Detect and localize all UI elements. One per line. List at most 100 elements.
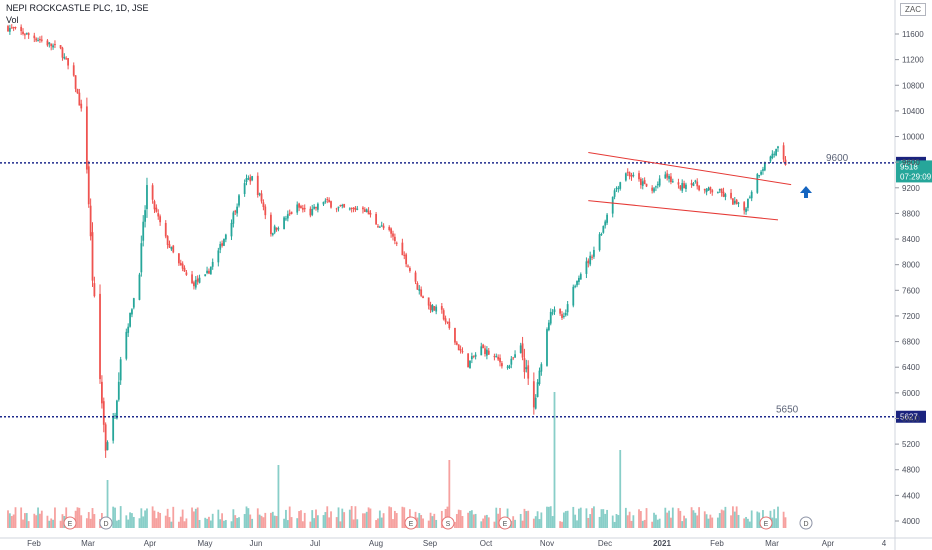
candle-body xyxy=(771,153,774,158)
event-marker: E xyxy=(404,516,418,530)
annotation-9600: 9600 xyxy=(826,153,849,164)
up-arrow-icon xyxy=(800,186,812,198)
candle-body xyxy=(617,187,620,189)
x-tick-label: Aug xyxy=(369,539,383,548)
x-tick-label: Mar xyxy=(765,539,779,548)
volume-bar xyxy=(459,510,462,528)
candle-body xyxy=(116,400,118,419)
candle-body xyxy=(245,177,248,182)
volume-bar xyxy=(572,506,575,528)
candle-body xyxy=(733,200,736,204)
volume-bar xyxy=(157,511,160,528)
volume-bar xyxy=(681,521,684,528)
candle-body xyxy=(8,28,11,32)
volume-bar xyxy=(775,518,778,528)
candle-body xyxy=(63,56,66,59)
candle-body xyxy=(102,401,105,425)
candle-body xyxy=(493,356,496,358)
candle-body xyxy=(611,196,614,214)
candle-body xyxy=(230,222,233,237)
volume-bar xyxy=(140,508,143,528)
candle-body xyxy=(39,38,41,41)
candle-body xyxy=(538,370,541,384)
volume-bar xyxy=(247,508,250,528)
volume-bar xyxy=(166,508,169,528)
volume-bar xyxy=(93,514,96,528)
candle-body xyxy=(194,279,197,288)
candle-body xyxy=(519,345,522,354)
candle-body xyxy=(127,326,130,333)
currency-badge[interactable]: ZAC xyxy=(900,3,926,16)
candle-body xyxy=(683,183,685,189)
volume-bar xyxy=(258,514,261,528)
x-tick-label: Oct xyxy=(480,539,493,548)
candle-body xyxy=(146,185,148,210)
volume-bar xyxy=(343,512,346,528)
volume-bar xyxy=(497,513,500,528)
y-tick-label: 6000 xyxy=(902,389,920,398)
candle-body xyxy=(553,309,556,313)
volume-bar xyxy=(651,521,654,528)
volume-bar xyxy=(362,513,364,528)
volume-bar xyxy=(514,519,516,528)
y-tick-label: 9200 xyxy=(902,184,920,193)
volume-bar xyxy=(527,510,530,528)
candle-body xyxy=(655,186,657,188)
candle-body xyxy=(142,221,145,241)
candle-body xyxy=(14,27,17,29)
candle-body xyxy=(298,203,300,208)
event-marker-label: E xyxy=(409,521,414,528)
candle-body xyxy=(732,198,734,205)
candle-body xyxy=(679,185,682,190)
volume-bar xyxy=(485,514,488,528)
candle-body xyxy=(703,188,706,191)
volume-bar xyxy=(177,521,180,528)
candle-body xyxy=(354,207,357,210)
volume-bar xyxy=(27,521,30,528)
candle-body xyxy=(157,213,160,217)
candle-body xyxy=(602,225,605,233)
candle-body xyxy=(720,188,723,193)
candle-body xyxy=(52,45,54,48)
candle-body xyxy=(482,344,485,349)
x-tick-label: Dec xyxy=(598,539,612,548)
candle-body xyxy=(234,210,237,213)
candle-body xyxy=(604,221,607,226)
candle-body xyxy=(716,192,719,194)
candle-body xyxy=(256,175,259,195)
volume-bar xyxy=(707,518,710,528)
volume-bar xyxy=(40,510,43,528)
candle-body xyxy=(474,354,477,357)
candle-body xyxy=(54,44,56,46)
volume-bar xyxy=(431,516,434,528)
volume-bar xyxy=(196,507,199,528)
volume-bar xyxy=(679,510,682,528)
candle-body xyxy=(598,234,601,251)
candle-body xyxy=(316,203,319,210)
candle-body xyxy=(193,282,195,287)
volume-bar xyxy=(722,510,725,528)
candle-body xyxy=(223,238,225,246)
event-marker: S xyxy=(441,516,455,530)
candle-body xyxy=(286,214,289,219)
price-axis: 11600 11200 10800 10400 10000 9600 9200 8800 840… xyxy=(895,30,925,526)
volume-bar xyxy=(369,508,372,528)
volume-bar xyxy=(469,510,471,528)
candle-body xyxy=(247,178,250,180)
candle-body xyxy=(219,244,222,250)
volume-bar xyxy=(562,512,565,528)
event-marker: E xyxy=(63,516,77,530)
candle-body xyxy=(362,207,364,210)
volume-bar xyxy=(482,518,485,528)
candle-body xyxy=(589,255,592,265)
volume-bar xyxy=(585,508,588,528)
candle-body xyxy=(27,33,30,36)
volume-bar xyxy=(429,512,432,528)
volume-bar xyxy=(401,506,404,528)
candle-body xyxy=(572,286,575,306)
volume-bar xyxy=(146,508,148,528)
y-tick-label: 6400 xyxy=(902,363,920,372)
